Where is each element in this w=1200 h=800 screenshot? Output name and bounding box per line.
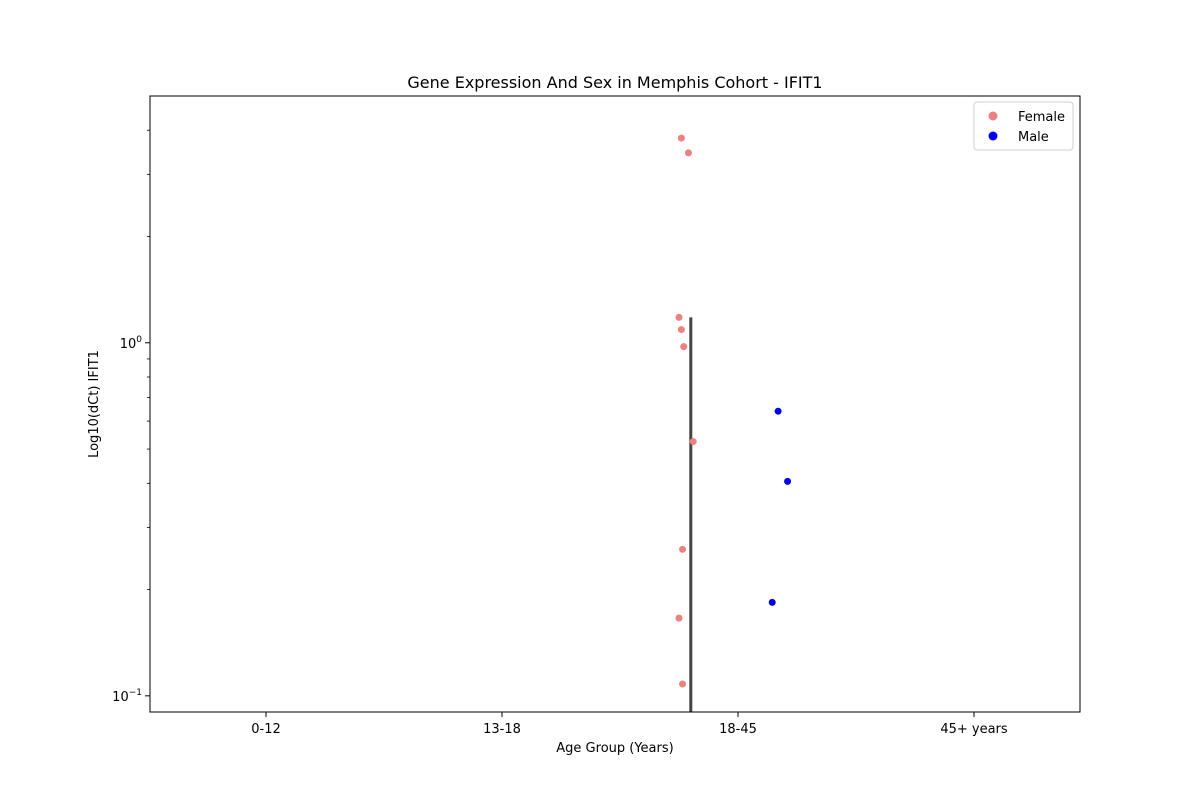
x-tick-label: 0-12: [251, 722, 281, 737]
x-tick-label: 13-18: [483, 722, 521, 737]
y-axis: 10−1 100: [112, 129, 150, 705]
data-point-male: [774, 407, 782, 415]
data-point-female: [677, 326, 685, 334]
data-point-female: [675, 614, 683, 622]
legend-label-male: Male: [1018, 130, 1049, 145]
legend: Female Male: [973, 101, 1074, 151]
x-axis-label: Age Group (Years): [556, 741, 673, 756]
chart-title: Gene Expression And Sex in Memphis Cohor…: [407, 73, 822, 92]
legend-box: [973, 101, 1074, 151]
plot-area: [675, 134, 792, 712]
x-axis: 0-12 13-18 18-45 45+ years: [251, 712, 1008, 737]
data-point-male: [768, 598, 776, 606]
y-tick-label: 100: [120, 335, 143, 352]
data-point-female: [677, 134, 685, 142]
y-axis-label: Log10(dCt) IFIT1: [87, 350, 102, 458]
x-tick-label: 18-45: [719, 722, 757, 737]
legend-label-female: Female: [1018, 110, 1065, 125]
data-point-female: [675, 313, 683, 321]
plot-frame: [149, 95, 1081, 713]
data-point-female: [679, 680, 687, 688]
data-point-female: [680, 343, 688, 351]
data-point-female: [689, 438, 697, 446]
legend-marker-female: [988, 111, 998, 121]
data-point-female: [679, 545, 687, 553]
x-tick-label: 45+ years: [940, 722, 1008, 737]
data-point-female: [684, 149, 692, 157]
legend-marker-male: [988, 131, 998, 141]
data-point-male: [784, 477, 792, 485]
y-tick-label: 10−1: [112, 688, 142, 705]
